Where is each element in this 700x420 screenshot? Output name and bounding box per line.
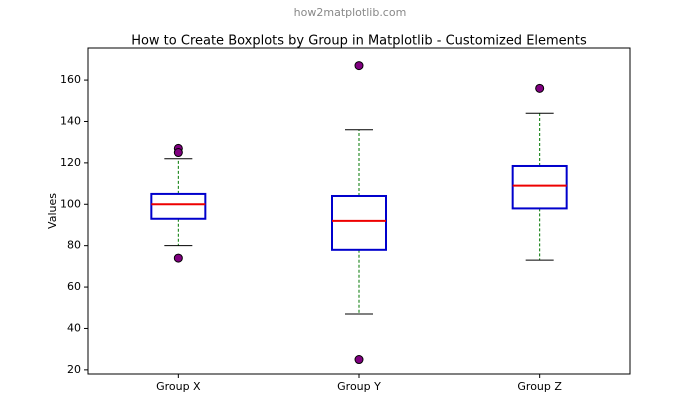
chart-title: How to Create Boxplots by Group in Matpl… [131,34,587,49]
y-tick-label: 60 [67,280,81,293]
y-tick-label: 120 [60,156,81,169]
outlier [354,355,364,365]
x-tick-label: Group Y [337,380,381,393]
outlier [535,83,545,93]
x-tick-label: Group X [156,380,201,393]
y-tick-label: 40 [67,321,81,334]
y-tick-label: 80 [67,239,81,252]
box [331,194,387,251]
outlier [173,148,183,158]
y-tick-label: 160 [60,73,81,86]
outlier [173,253,183,263]
y-tick-label: 140 [60,114,81,127]
y-tick-label: 20 [67,363,81,376]
watermark: how2matplotlib.com [294,6,407,19]
box [511,164,568,210]
plot-frame [87,47,631,375]
y-tick-label: 100 [60,197,81,210]
x-tick-label: Group Z [517,380,562,393]
outlier [354,61,364,71]
y-axis-label: Values [46,193,59,229]
box [150,192,207,220]
